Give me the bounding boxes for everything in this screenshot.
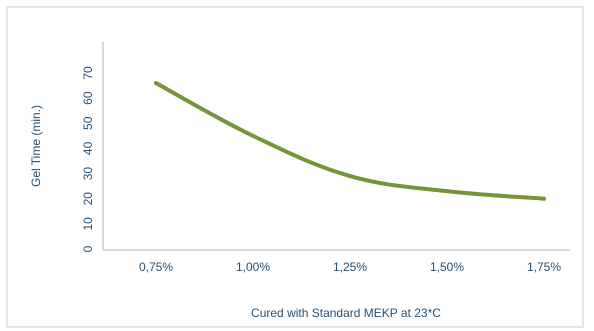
y-tick-labels: 0 10 20 30 40 50 60 70 <box>81 66 95 252</box>
x-tick-label: 1,25% <box>333 260 367 274</box>
y-tick-label: 10 <box>81 217 95 231</box>
y-tick-label: 30 <box>81 167 95 181</box>
x-axis-label: Cured with Standard MEKP at 23*C <box>251 306 441 320</box>
x-tick-label: 1,50% <box>430 260 464 274</box>
y-tick-label: 50 <box>81 116 95 130</box>
y-tick-label: 60 <box>81 91 95 105</box>
data-point <box>251 133 255 138</box>
data-point <box>542 196 546 201</box>
x-tick-label: 0,75% <box>139 260 173 274</box>
data-point <box>348 174 352 179</box>
y-axis-label: Gel Time (min.) <box>29 105 43 187</box>
x-tick-label: 1,00% <box>236 260 270 274</box>
series-line <box>154 81 546 201</box>
x-tick-labels: 0,75% 1,00% 1,25% 1,50% 1,75% <box>139 260 561 274</box>
y-tick-label: 70 <box>81 66 95 80</box>
data-point <box>154 81 158 86</box>
y-tick-label: 40 <box>81 141 95 155</box>
y-tick-label: 20 <box>81 192 95 206</box>
data-point <box>445 189 449 194</box>
y-tick-label: 0 <box>81 245 95 252</box>
x-tick-label: 1,75% <box>527 260 561 274</box>
